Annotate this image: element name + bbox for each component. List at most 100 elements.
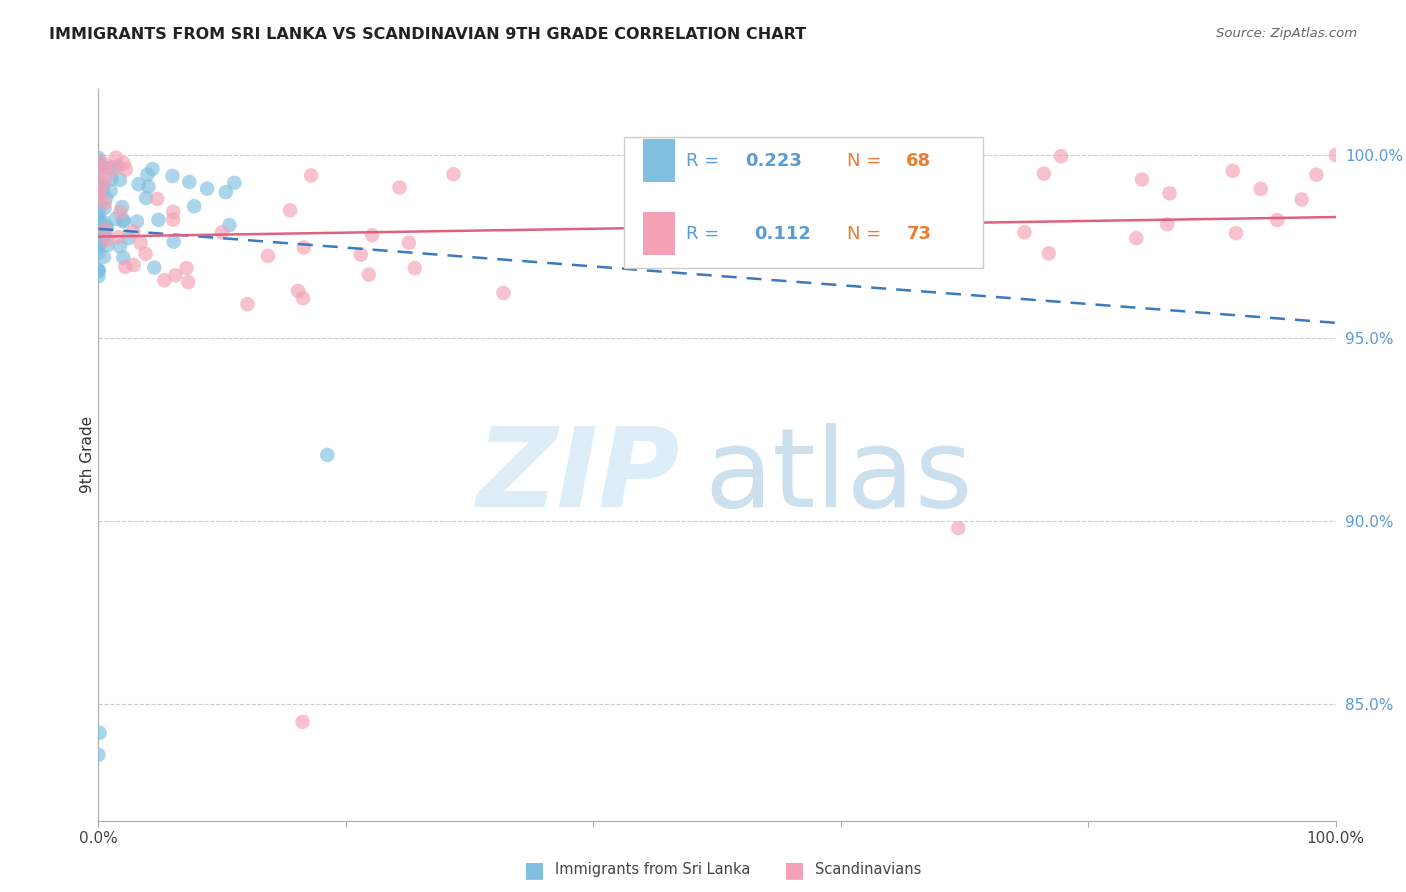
Point	[91, 160, 114, 174]
Point	[87, 747, 110, 762]
Point	[136, 168, 159, 182]
Point	[87, 216, 110, 230]
Point	[257, 249, 280, 263]
Point	[87, 188, 110, 202]
Point	[112, 156, 135, 170]
Point	[388, 180, 411, 194]
Point	[89, 184, 111, 198]
Point	[89, 163, 111, 178]
Point	[1291, 193, 1313, 207]
Point	[195, 181, 218, 195]
Point	[87, 225, 110, 239]
Point	[96, 238, 118, 252]
Point	[107, 159, 129, 173]
Point	[278, 203, 301, 218]
Text: 73: 73	[907, 225, 931, 243]
Point	[211, 226, 233, 240]
Point	[103, 161, 125, 175]
Point	[1250, 182, 1272, 196]
Point	[162, 169, 184, 183]
Point	[94, 222, 117, 236]
Point	[87, 151, 110, 165]
Point	[87, 156, 110, 170]
Point	[1038, 246, 1060, 260]
Point	[141, 161, 163, 176]
Point	[87, 210, 110, 224]
Text: 0.223: 0.223	[745, 152, 803, 169]
Point	[357, 268, 380, 282]
Point	[94, 227, 117, 241]
Point	[93, 228, 115, 243]
Point	[122, 258, 145, 272]
Point	[179, 175, 201, 189]
Text: ■: ■	[524, 860, 544, 880]
Point	[875, 186, 897, 200]
Text: ■: ■	[785, 860, 804, 880]
Text: N =: N =	[846, 225, 887, 243]
Point	[87, 172, 110, 186]
Point	[1125, 231, 1147, 245]
Point	[350, 247, 373, 261]
Point	[162, 212, 184, 227]
Point	[96, 169, 118, 183]
Point	[218, 218, 240, 232]
Point	[98, 161, 121, 176]
Point	[143, 260, 166, 275]
Point	[87, 175, 110, 189]
Point	[87, 190, 110, 204]
Point	[100, 184, 122, 198]
Point	[107, 230, 129, 244]
Point	[94, 157, 117, 171]
Point	[87, 159, 110, 173]
Point	[177, 275, 200, 289]
Point	[87, 269, 110, 284]
FancyBboxPatch shape	[624, 136, 983, 268]
Point	[1130, 172, 1153, 186]
Point	[96, 219, 118, 234]
Point	[183, 199, 205, 213]
Point	[96, 233, 118, 247]
Point	[287, 284, 309, 298]
Text: Scandinavians: Scandinavians	[815, 863, 922, 877]
Point	[404, 261, 426, 276]
Point	[105, 151, 128, 165]
Point	[96, 219, 118, 234]
Point	[215, 185, 238, 199]
Point	[93, 201, 115, 215]
Point	[112, 251, 135, 265]
Point	[299, 169, 322, 183]
Point	[87, 197, 110, 211]
Point	[165, 268, 187, 283]
Point	[108, 172, 131, 186]
Point	[115, 162, 138, 177]
Point	[128, 178, 150, 192]
Point	[1050, 149, 1073, 163]
Text: R =: R =	[686, 152, 725, 169]
Point	[129, 235, 152, 250]
Point	[443, 167, 465, 181]
Point	[93, 215, 115, 229]
Point	[1032, 167, 1054, 181]
Point	[91, 177, 114, 191]
Text: IMMIGRANTS FROM SRI LANKA VS SCANDINAVIAN 9TH GRADE CORRELATION CHART: IMMIGRANTS FROM SRI LANKA VS SCANDINAVIA…	[49, 27, 806, 42]
Text: N =: N =	[846, 152, 887, 169]
Point	[93, 221, 115, 235]
Point	[1265, 213, 1288, 227]
Point	[108, 205, 131, 219]
Point	[112, 214, 135, 228]
Point	[90, 216, 112, 230]
Point	[148, 212, 170, 227]
Point	[734, 153, 756, 168]
Point	[87, 263, 110, 277]
Point	[122, 225, 145, 239]
Point	[100, 172, 122, 186]
Point	[111, 200, 134, 214]
Point	[87, 211, 110, 225]
Point	[135, 191, 157, 205]
Text: atlas: atlas	[704, 424, 973, 531]
FancyBboxPatch shape	[643, 212, 675, 255]
Point	[87, 218, 110, 232]
Point	[125, 214, 148, 228]
Point	[224, 176, 246, 190]
Point	[960, 219, 983, 233]
